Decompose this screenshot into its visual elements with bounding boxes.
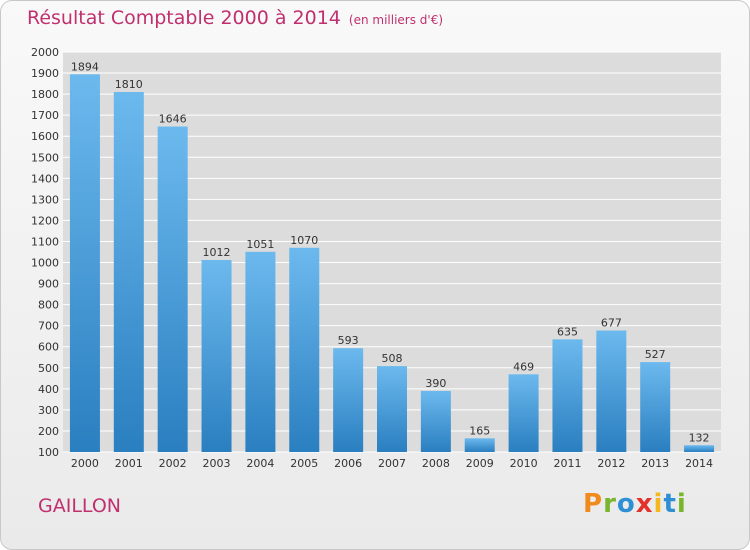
data-label: 1646: [159, 113, 187, 126]
logo-letter: o: [616, 489, 636, 519]
data-label: 1012: [203, 246, 231, 259]
y-tick-label: 900: [38, 278, 59, 291]
y-tick-label: 600: [38, 341, 59, 354]
y-tick-label: 1900: [31, 67, 59, 80]
data-label: 508: [382, 352, 403, 365]
y-tick-label: 1100: [31, 235, 59, 248]
data-label: 1894: [71, 60, 99, 73]
y-tick-label: 1400: [31, 172, 59, 185]
bar: [289, 247, 320, 452]
bar: [113, 92, 144, 452]
data-label: 527: [645, 348, 666, 361]
x-tick-label: 2007: [378, 457, 406, 470]
y-tick-label: 800: [38, 299, 59, 312]
bar: [640, 362, 671, 452]
data-label: 1051: [246, 238, 274, 251]
data-label: 1070: [290, 234, 318, 247]
data-label: 677: [601, 317, 622, 330]
bar: [377, 366, 407, 452]
bar: [552, 339, 583, 452]
y-tick-label: 1700: [31, 109, 59, 122]
bar: [157, 126, 188, 453]
x-tick-label: 2000: [71, 457, 99, 470]
y-tick-label: 400: [38, 383, 59, 396]
data-label: 1810: [115, 78, 143, 91]
x-tick-label: 2002: [159, 457, 187, 470]
x-tick-label: 2011: [553, 457, 581, 470]
logo-letter: P: [583, 489, 604, 519]
y-tick-label: 700: [38, 320, 59, 333]
y-tick-label: 300: [38, 404, 59, 417]
data-label: 635: [557, 325, 578, 338]
bar: [69, 74, 100, 452]
bar: [684, 445, 715, 452]
bar: [420, 390, 451, 452]
bar: [464, 438, 495, 452]
x-tick-label: 2010: [510, 457, 538, 470]
y-tick-label: 1200: [31, 214, 59, 227]
y-tick-label: 1500: [31, 151, 59, 164]
data-label: 469: [513, 360, 534, 373]
y-tick-label: 500: [38, 362, 59, 375]
y-tick-label: 1600: [31, 130, 59, 143]
x-tick-label: 2005: [290, 457, 318, 470]
data-label: 390: [425, 377, 446, 390]
y-tick-label: 100: [38, 446, 59, 459]
y-tick-label: 2000: [31, 46, 59, 59]
y-tick-label: 1800: [31, 88, 59, 101]
x-tick-label: 2003: [203, 457, 231, 470]
logo-letter: i: [653, 489, 664, 519]
x-tick-label: 2013: [641, 457, 669, 470]
logo-letter: i: [676, 489, 687, 519]
proxiti-logo: Proxiti: [583, 489, 687, 519]
title-unit: (en milliers d'€): [348, 13, 444, 27]
bar: [333, 348, 364, 452]
data-label: 132: [689, 431, 710, 444]
bar: [201, 260, 232, 452]
logo-letter: t: [663, 489, 677, 519]
logo-letter: x: [635, 489, 654, 519]
x-tick-label: 2012: [597, 457, 625, 470]
bar: [596, 330, 627, 452]
title-text: Résultat Comptable 2000 à 2014: [27, 7, 341, 29]
data-label: 593: [338, 334, 359, 347]
y-tick-label: 1000: [31, 257, 59, 270]
logo-letter: r: [603, 489, 617, 519]
bar: [245, 251, 276, 452]
data-label: 165: [469, 424, 490, 437]
y-tick-label: 1300: [31, 193, 59, 206]
place-name: GAILLON: [38, 495, 121, 517]
x-tick-label: 2006: [334, 457, 362, 470]
x-tick-label: 2004: [246, 457, 274, 470]
bar: [508, 374, 539, 452]
x-tick-label: 2001: [115, 457, 143, 470]
x-tick-label: 2009: [466, 457, 494, 470]
chart-title: Résultat Comptable 2000 à 2014 (en millie…: [27, 7, 443, 29]
x-tick-label: 2008: [422, 457, 450, 470]
x-tick-label: 2014: [685, 457, 713, 470]
y-tick-label: 200: [38, 425, 59, 438]
